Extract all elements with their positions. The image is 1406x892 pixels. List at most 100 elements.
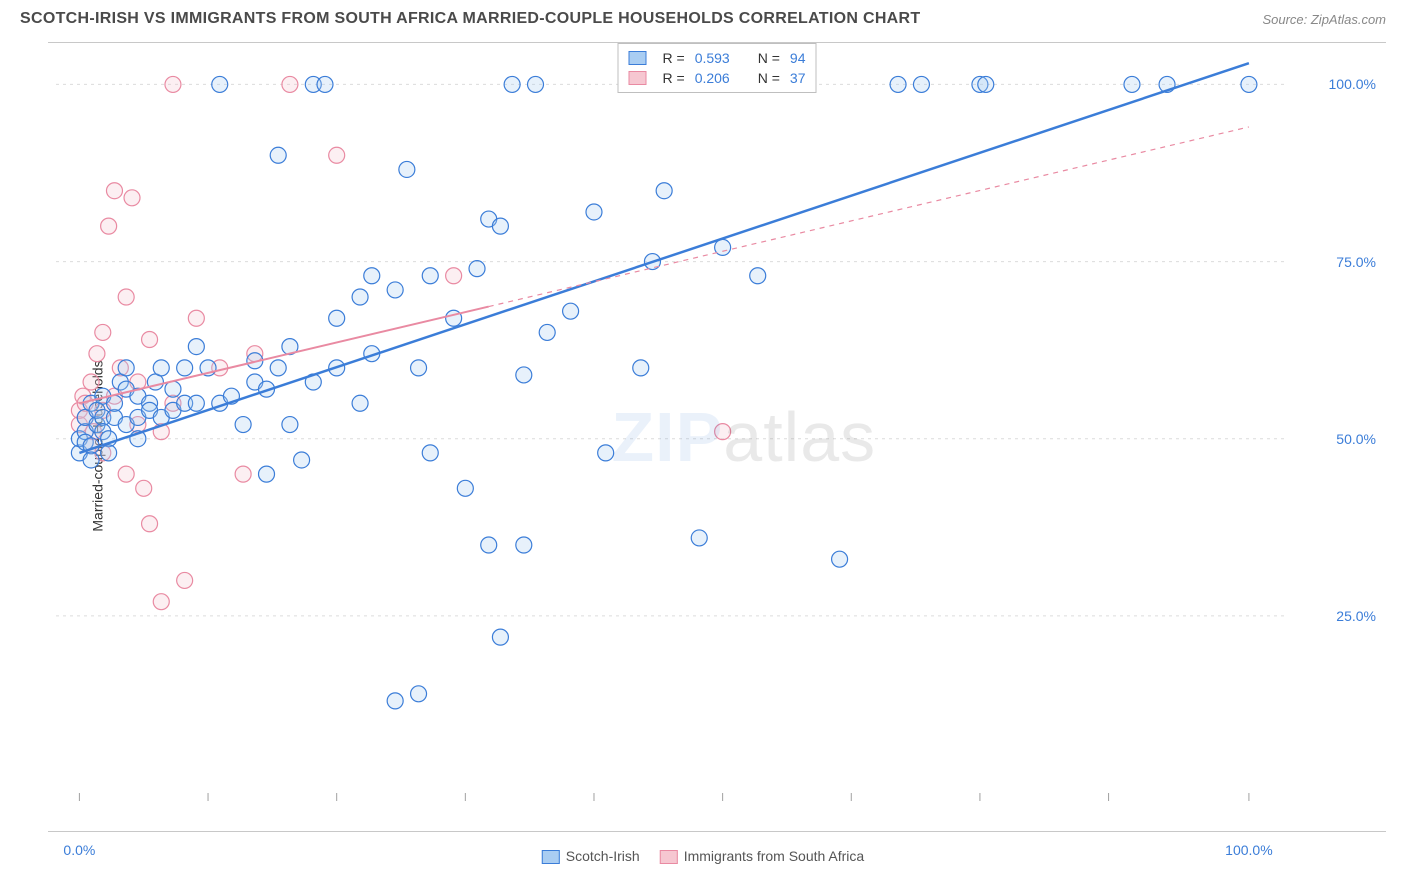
correlation-stats-box: R = 0.593 N = 94 R = 0.206 N = 37 <box>618 43 817 93</box>
y-tick-label: 50.0% <box>1336 431 1376 447</box>
data-point <box>177 360 193 376</box>
data-point <box>352 395 368 411</box>
legend-label: Scotch-Irish <box>566 848 640 864</box>
data-point <box>492 629 508 645</box>
data-point <box>411 360 427 376</box>
data-point <box>142 516 158 532</box>
source-attribution: Source: ZipAtlas.com <box>1262 12 1386 27</box>
data-point <box>118 360 134 376</box>
title-bar: SCOTCH-IRISH VS IMMIGRANTS FROM SOUTH AF… <box>0 0 1406 34</box>
data-point <box>282 417 298 433</box>
data-point <box>95 324 111 340</box>
data-point <box>136 480 152 496</box>
data-point <box>188 339 204 355</box>
chart-title: SCOTCH-IRISH VS IMMIGRANTS FROM SOUTH AF… <box>20 10 920 28</box>
data-point <box>492 218 508 234</box>
data-point <box>124 190 140 206</box>
legend-swatch <box>542 850 560 864</box>
data-point <box>188 395 204 411</box>
n-label: N = <box>758 70 780 86</box>
y-tick-label: 100.0% <box>1329 76 1376 92</box>
data-point <box>329 310 345 326</box>
regression-line <box>79 307 488 404</box>
legend-item: Scotch-Irish <box>542 848 640 864</box>
data-point <box>235 417 251 433</box>
x-tick-label: 0.0% <box>63 842 95 858</box>
n-value: 37 <box>790 70 806 86</box>
data-point <box>352 289 368 305</box>
y-tick-label: 75.0% <box>1336 254 1376 270</box>
data-point <box>165 76 181 92</box>
legend-swatch <box>629 51 647 65</box>
data-point <box>153 360 169 376</box>
legend-swatch <box>629 71 647 85</box>
data-point <box>282 76 298 92</box>
data-point <box>142 332 158 348</box>
data-point <box>118 289 134 305</box>
data-point <box>504 76 520 92</box>
data-point <box>832 551 848 567</box>
chart-legend: Scotch-Irish Immigrants from South Africa <box>542 848 864 864</box>
data-point <box>153 594 169 610</box>
data-point <box>978 76 994 92</box>
r-label: R = <box>663 70 685 86</box>
data-point <box>177 572 193 588</box>
legend-item: Immigrants from South Africa <box>660 848 865 864</box>
data-point <box>387 693 403 709</box>
data-point <box>890 76 906 92</box>
data-point <box>294 452 310 468</box>
plot-area: ZIPatlas R =0.593N =94R =0.206N =37 25.0… <box>48 42 1386 832</box>
data-point <box>387 282 403 298</box>
r-label: R = <box>663 50 685 66</box>
data-point <box>446 268 462 284</box>
data-point <box>106 395 122 411</box>
legend-label: Immigrants from South Africa <box>684 848 865 864</box>
data-point <box>481 537 497 553</box>
data-point <box>422 268 438 284</box>
x-tick-label: 100.0% <box>1225 842 1272 858</box>
r-value: 0.206 <box>695 70 730 86</box>
data-point <box>364 268 380 284</box>
stats-row: R = 0.206 N = 37 <box>629 68 806 88</box>
data-point <box>270 360 286 376</box>
data-point <box>598 445 614 461</box>
data-point <box>586 204 602 220</box>
data-point <box>399 161 415 177</box>
r-value: 0.593 <box>695 50 730 66</box>
y-tick-label: 25.0% <box>1336 608 1376 624</box>
data-point <box>83 374 99 390</box>
data-point <box>83 452 99 468</box>
scatter-chart-svg <box>48 43 1354 811</box>
legend-swatch <box>660 850 678 864</box>
data-point <box>516 537 532 553</box>
data-point <box>539 324 555 340</box>
data-point <box>411 686 427 702</box>
data-point <box>329 147 345 163</box>
data-point <box>101 445 117 461</box>
data-point <box>1124 76 1140 92</box>
data-point <box>913 76 929 92</box>
data-point <box>106 183 122 199</box>
data-point <box>259 466 275 482</box>
data-point <box>188 310 204 326</box>
data-point <box>457 480 473 496</box>
data-point <box>101 218 117 234</box>
data-point <box>212 76 228 92</box>
data-point <box>89 346 105 362</box>
n-label: N = <box>758 50 780 66</box>
data-point <box>750 268 766 284</box>
data-point <box>270 147 286 163</box>
data-point <box>317 76 333 92</box>
data-point <box>691 530 707 546</box>
data-point <box>633 360 649 376</box>
data-point <box>1241 76 1257 92</box>
data-point <box>422 445 438 461</box>
data-point <box>528 76 544 92</box>
stats-row: R = 0.593 N = 94 <box>629 48 806 68</box>
n-value: 94 <box>790 50 806 66</box>
data-point <box>469 261 485 277</box>
data-point <box>118 466 134 482</box>
data-point <box>516 367 532 383</box>
data-point <box>235 466 251 482</box>
data-point <box>656 183 672 199</box>
